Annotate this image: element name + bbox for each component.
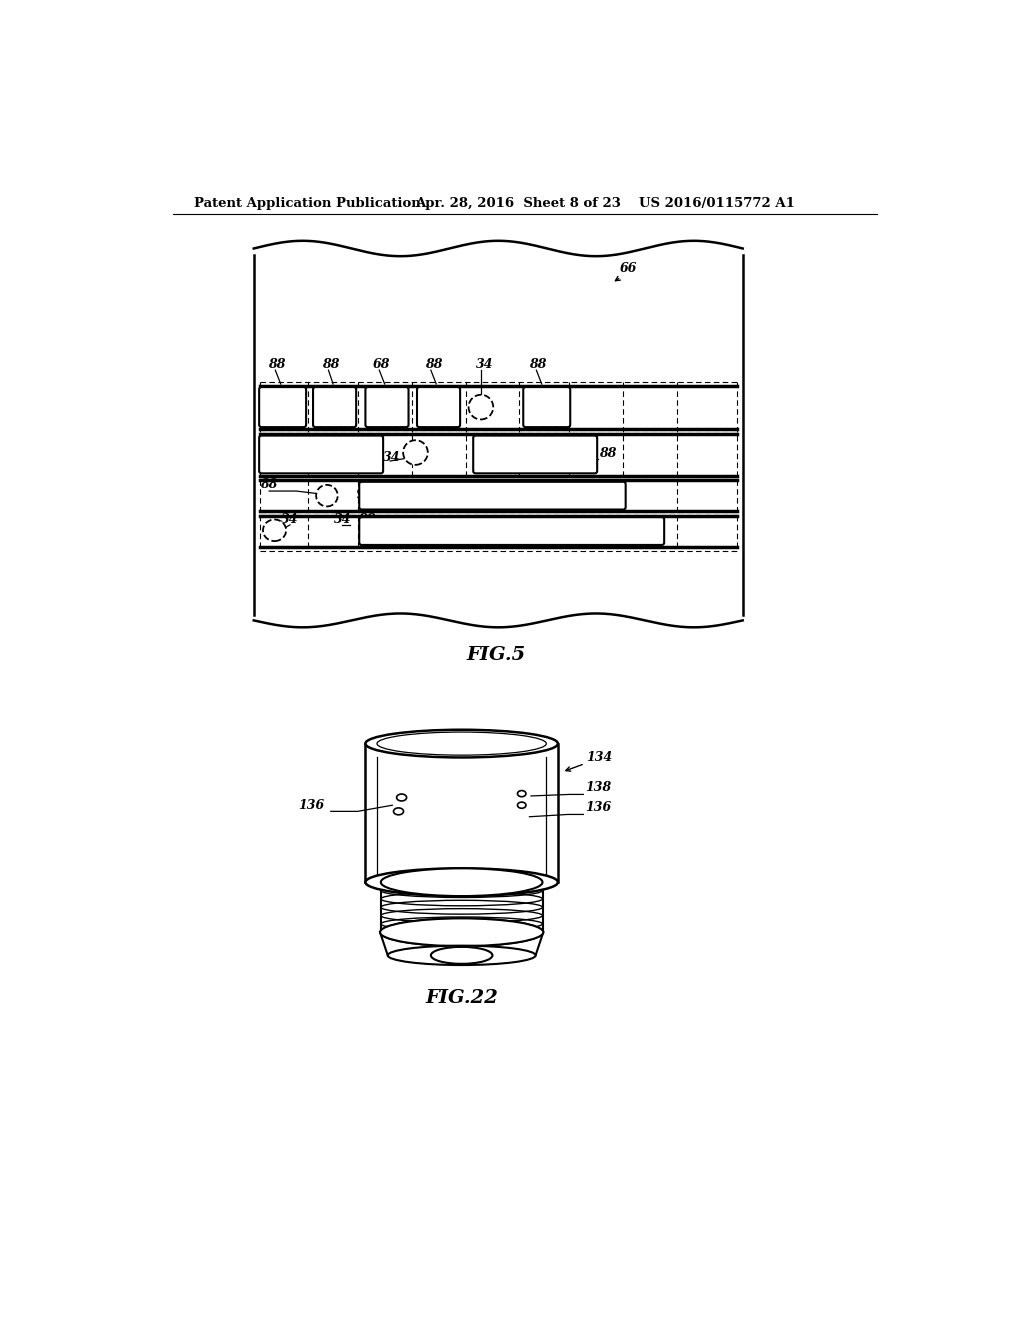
Text: Patent Application Publication: Patent Application Publication [194,197,421,210]
Text: 88: 88 [322,358,339,371]
Text: 34: 34 [383,451,400,465]
Ellipse shape [517,791,526,797]
Ellipse shape [316,484,338,507]
Ellipse shape [393,808,403,814]
Ellipse shape [388,945,536,965]
Text: 138: 138 [585,781,611,795]
Ellipse shape [469,395,494,420]
Text: 88: 88 [529,358,547,371]
FancyBboxPatch shape [313,387,356,428]
Ellipse shape [366,730,558,758]
FancyBboxPatch shape [259,387,306,428]
Ellipse shape [381,869,543,896]
Text: FIG.22: FIG.22 [425,989,498,1007]
Ellipse shape [366,869,558,896]
FancyBboxPatch shape [259,436,383,474]
Text: 88: 88 [267,358,285,371]
Text: 136: 136 [585,801,611,814]
Text: 136: 136 [298,799,325,812]
Text: 88: 88 [425,358,443,371]
Text: FIG.5: FIG.5 [467,645,526,664]
Text: 34: 34 [475,358,493,371]
Text: 66: 66 [620,263,637,276]
Ellipse shape [377,733,547,755]
Text: 68: 68 [373,358,390,371]
FancyBboxPatch shape [523,387,570,428]
Ellipse shape [517,803,526,808]
Text: 88: 88 [356,484,374,498]
Text: 88: 88 [260,478,278,491]
FancyBboxPatch shape [473,436,597,474]
Text: 88: 88 [599,447,616,461]
Ellipse shape [403,441,428,465]
FancyBboxPatch shape [417,387,460,428]
Text: 34: 34 [334,513,351,527]
Ellipse shape [431,946,493,964]
Text: Apr. 28, 2016  Sheet 8 of 23: Apr. 28, 2016 Sheet 8 of 23 [416,197,622,210]
Ellipse shape [263,520,286,541]
Text: 88: 88 [358,513,376,527]
Ellipse shape [396,795,407,801]
Text: US 2016/0115772 A1: US 2016/0115772 A1 [639,197,795,210]
Text: 134: 134 [587,751,612,763]
FancyBboxPatch shape [359,517,665,545]
Text: 34: 34 [281,513,298,527]
Ellipse shape [380,919,544,946]
Ellipse shape [381,919,543,946]
FancyBboxPatch shape [366,387,409,428]
FancyBboxPatch shape [359,482,626,510]
